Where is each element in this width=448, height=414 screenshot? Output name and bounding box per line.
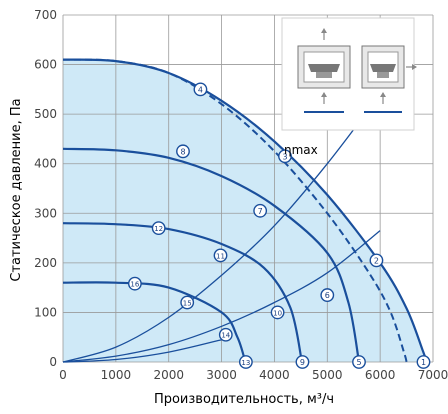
operating-point: 14 bbox=[218, 327, 233, 342]
operating-point-marker bbox=[369, 253, 384, 268]
y-tick-label: 0 bbox=[49, 355, 57, 369]
system-curve bbox=[62, 230, 381, 363]
operating-point-label: 3 bbox=[282, 152, 287, 161]
x-tick-label: 0 bbox=[59, 368, 67, 382]
operating-point-marker bbox=[278, 149, 292, 164]
operating-point: 5 bbox=[352, 355, 366, 369]
fan-curve bbox=[62, 58, 428, 363]
y-tick-label: 700 bbox=[34, 8, 57, 22]
operating-point-label: 11 bbox=[216, 252, 225, 260]
operating-point-label: 10 bbox=[273, 309, 282, 317]
operating-point-marker bbox=[218, 327, 233, 342]
operating-point-marker bbox=[127, 276, 142, 291]
x-tick-label: 1000 bbox=[101, 368, 132, 382]
x-tick-label: 2000 bbox=[153, 368, 184, 382]
operating-point-label: 7 bbox=[258, 207, 263, 216]
y-tick-label: 100 bbox=[34, 305, 57, 319]
fan-curve bbox=[62, 281, 247, 363]
operating-point-marker bbox=[352, 355, 366, 369]
x-tick-label: 4000 bbox=[259, 368, 290, 382]
operating-point: 15 bbox=[180, 295, 195, 310]
x-tick-label: 3000 bbox=[206, 368, 237, 382]
operating-point: 10 bbox=[270, 305, 285, 320]
operating-point-marker bbox=[193, 82, 208, 97]
y-axis-label: Статическое давление, Па bbox=[9, 98, 24, 281]
operating-point-marker bbox=[151, 221, 166, 236]
operating-point: 6 bbox=[320, 288, 335, 302]
operating-point-label: 9 bbox=[300, 358, 305, 367]
operating-point: 16 bbox=[127, 276, 142, 291]
y-tick-label: 200 bbox=[34, 256, 57, 270]
fan-curve bbox=[62, 58, 408, 363]
x-tick-label: 5000 bbox=[312, 368, 343, 382]
y-tick-label: 600 bbox=[34, 58, 57, 72]
operating-point-label: 2 bbox=[374, 256, 379, 265]
operating-point-label: 8 bbox=[180, 147, 185, 156]
operating-point-label: 1 bbox=[421, 358, 426, 367]
fan-vertical-flow-icon bbox=[297, 28, 351, 113]
operating-point: 7 bbox=[253, 203, 268, 218]
operating-point: 8 bbox=[176, 144, 190, 159]
operating-point-label: 4 bbox=[198, 85, 203, 94]
operating-point-marker bbox=[213, 248, 228, 263]
operating-point-label: 14 bbox=[221, 332, 230, 340]
operating-area-fill bbox=[63, 59, 427, 362]
x-axis-label: Производительность, м³/ч bbox=[154, 392, 334, 407]
operating-point: 12 bbox=[151, 221, 166, 236]
operating-point-label: 16 bbox=[130, 281, 139, 289]
operating-point: 3 bbox=[278, 149, 292, 164]
operating-point-marker bbox=[238, 355, 253, 369]
x-tick-label: 6000 bbox=[365, 368, 396, 382]
operating-point: 4 bbox=[193, 82, 208, 97]
operating-point-label: 6 bbox=[325, 291, 330, 300]
operating-point: 2 bbox=[369, 253, 384, 268]
operating-point: 9 bbox=[295, 355, 310, 369]
fan-curve bbox=[62, 222, 303, 363]
fan-curve bbox=[62, 147, 361, 363]
axes: 0 1000 2000 3000 4000 5000 6000 7000 0 100 200 300 4… bbox=[34, 8, 448, 382]
operating-point: 11 bbox=[213, 248, 228, 263]
installation-inset bbox=[281, 17, 417, 131]
operating-area bbox=[63, 59, 427, 362]
operating-point-marker bbox=[295, 355, 310, 369]
operating-point-marker bbox=[253, 203, 268, 218]
y-tick-label: 400 bbox=[34, 157, 57, 171]
y-tick-label: 300 bbox=[34, 206, 57, 220]
system-curves bbox=[62, 93, 381, 363]
y-tick-label: 500 bbox=[34, 107, 57, 121]
operating-point-marker bbox=[176, 144, 190, 159]
operating-point-label: 5 bbox=[356, 358, 361, 367]
x-tick-label: 7000 bbox=[418, 368, 448, 382]
operating-point: 1 bbox=[416, 355, 431, 369]
operating-point-label: 15 bbox=[183, 300, 192, 308]
operating-point-marker bbox=[416, 355, 431, 369]
system-curve bbox=[62, 339, 222, 363]
operating-point-marker bbox=[180, 295, 195, 310]
eta-max-label: ηmax bbox=[284, 143, 318, 157]
operating-point-marker bbox=[270, 305, 285, 320]
operating-point-marker bbox=[320, 288, 335, 302]
fan-horizontal-flow-icon bbox=[361, 45, 417, 113]
operating-point-label: 13 bbox=[241, 359, 250, 367]
system-curve bbox=[62, 93, 381, 363]
fan-curves bbox=[62, 58, 428, 363]
operating-point-label: 12 bbox=[154, 225, 163, 233]
operating-point: 13 bbox=[238, 355, 253, 369]
